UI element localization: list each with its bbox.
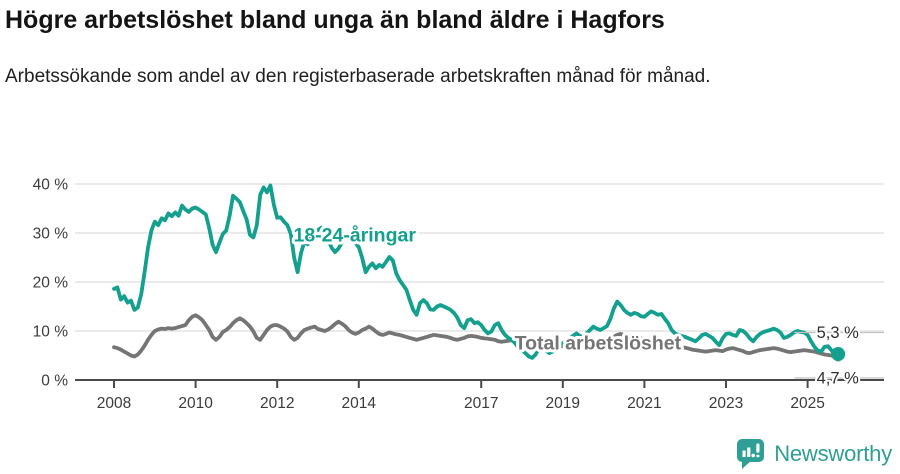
x-axis-label: 2008 — [97, 395, 131, 412]
x-axis-label: 2014 — [342, 395, 377, 412]
series-line-youth — [112, 183, 841, 360]
x-axis-label: 2019 — [546, 395, 580, 412]
series-end-dot — [831, 347, 846, 362]
x-axis-label: 2023 — [709, 395, 743, 412]
x-axis-label: 2010 — [178, 395, 213, 412]
y-axis-label: 20 % — [33, 275, 69, 292]
x-axis-label: 2012 — [260, 395, 294, 412]
newsworthy-icon — [737, 439, 765, 469]
y-axis-label: 30 % — [33, 226, 69, 243]
y-axis-label: 40 % — [33, 177, 69, 194]
chart-subtitle: Arbetssökande som andel av den registerb… — [5, 66, 711, 87]
y-axis-label: 10 % — [33, 324, 69, 341]
x-axis-label: 2021 — [627, 395, 661, 412]
newsworthy-wordmark: Newsworthy — [774, 440, 892, 466]
series-label: 18-24-åringar — [293, 223, 416, 246]
newsworthy-logo[interactable]: Newsworthy — [735, 437, 892, 470]
series-end-value-label: 4,7 % — [817, 369, 860, 387]
series-label: Total arbetslöshet — [515, 333, 682, 355]
series-line-total — [112, 313, 841, 359]
x-axis-label: 2017 — [464, 395, 498, 412]
chart-title: Högre arbetslöshet bland unga än bland ä… — [5, 6, 665, 34]
series-end-value-label: 5,3 % — [817, 324, 860, 342]
x-axis-label: 2025 — [790, 395, 824, 412]
y-axis-label: 0 % — [41, 373, 68, 390]
